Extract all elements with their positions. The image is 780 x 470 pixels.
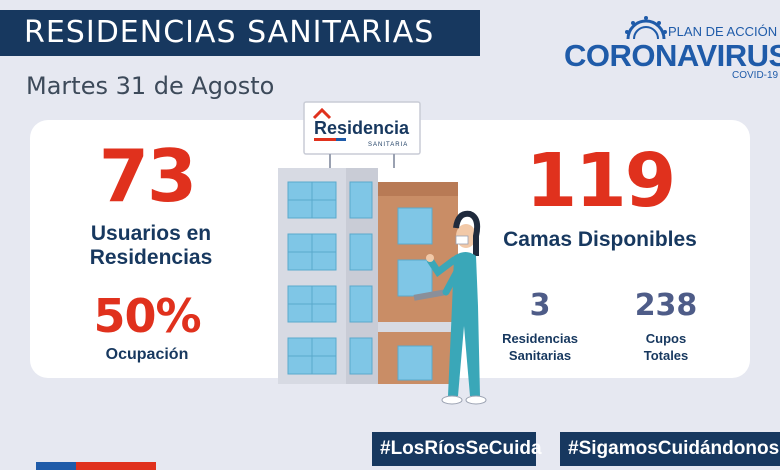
usuarios-label-line1: Usuarios en [90,222,212,245]
date-label: Martes 31 de Agosto [26,72,275,100]
hashtag-los-rios: #LosRíosSeCuida [372,432,542,466]
sign-name: Residencia [314,118,410,138]
nurse-figure [413,210,487,405]
clipboard-icon [413,289,445,301]
page-title: RESIDENCIAS SANITARIAS [0,10,480,56]
hashtag-sigamos: #SigamosCuidándonos [560,432,780,466]
brand-plan: PLAN DE ACCIÓN [668,24,778,39]
cupos-label-line2: Totales [643,348,689,363]
usuarios-label-line2: Residencias [89,246,213,269]
camas-value: 119 [525,138,676,224]
brand-name: CORONAVIRUS [564,38,780,73]
residencias-label-line2: Sanitarias [508,348,572,363]
ocupacion-label: Ocupación [105,346,189,363]
usuarios-value: 73 [98,134,197,218]
ocupacion-value: 50% [93,289,201,343]
coronavirus-logo: PLAN DE ACCIÓN CORONAVIRUS COVID-19 [560,12,780,84]
residencias-label-line1: Residencias [502,331,578,346]
sign-sub: SANITARIA [368,142,408,148]
cupos-label-line1: Cupos [645,331,687,346]
usuarios-label: Usuarios en Residencias [56,222,246,270]
brand-sub: COVID-19 [732,70,779,81]
cupos-label: Cupos Totales [626,330,706,364]
camas-label: Camas Disponibles [503,228,697,251]
building-illustration: Residencia SANITARIA [278,101,487,405]
house-roof-icon [312,107,332,120]
cupos-value: 238 [634,288,698,323]
flag-stripe [36,462,156,470]
virus-icon [625,16,667,40]
residencias-value: 3 [529,288,551,323]
residencias-label: Residencias Sanitarias [488,330,592,364]
